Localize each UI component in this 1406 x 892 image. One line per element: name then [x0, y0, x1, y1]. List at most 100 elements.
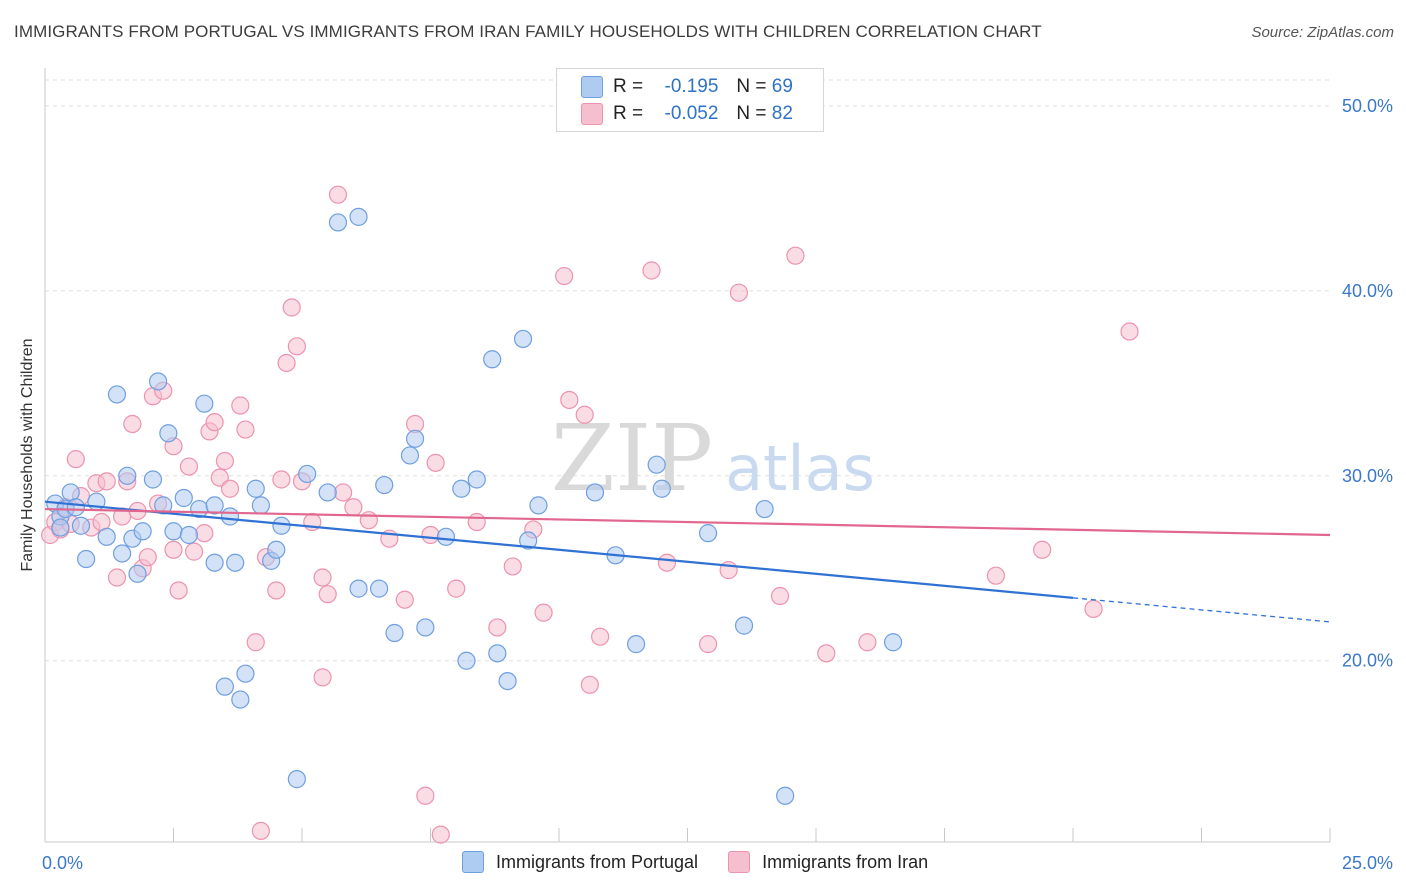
portugal-point [626, 635, 646, 654]
portugal-point [467, 470, 486, 489]
watermark-zip: ZIP [551, 405, 713, 512]
iran-point [287, 337, 306, 356]
portugal-point [143, 470, 163, 489]
iran-point [729, 283, 749, 302]
correlation-legend: R = -0.195 N = 69 R = -0.052 N = 82 [556, 68, 824, 132]
portugal-point [133, 522, 152, 541]
iran-point [184, 542, 204, 561]
portugal-point [154, 496, 173, 515]
iran-point [575, 405, 594, 424]
portugal-point [51, 518, 70, 537]
portugal-point [483, 350, 502, 369]
iran-point [272, 470, 291, 489]
portugal-point [883, 633, 903, 652]
portugal-trend-line [44, 500, 1074, 599]
portugal-point [220, 507, 240, 526]
iran-point [698, 635, 718, 654]
portugal-swatch [581, 76, 603, 98]
iran-point [986, 566, 1006, 585]
portugal-point [349, 579, 368, 598]
iran-point [488, 618, 507, 637]
portugal-point [205, 553, 224, 572]
iran-point [344, 498, 363, 517]
portugal-point [164, 522, 183, 541]
legend-label-iran: Immigrants from Iran [762, 851, 929, 872]
y-tick-label: 50.0% [1342, 96, 1393, 116]
iran-point [277, 353, 296, 373]
portugal-point [71, 516, 91, 535]
x-tick-label: 25.0% [1342, 853, 1393, 873]
series-legend: Immigrants from Portugal Immigrants from… [462, 851, 958, 873]
portugal-point [529, 496, 548, 515]
legend-item-iran: Immigrants from Iran [728, 851, 928, 873]
portugal-point [112, 544, 132, 563]
iran-point [107, 568, 127, 587]
portugal-point [416, 618, 435, 637]
portugal-point [159, 424, 178, 443]
iran-point [447, 579, 466, 598]
portugal-point [375, 475, 394, 495]
portugal-point [698, 524, 718, 543]
portugal-point [128, 564, 147, 583]
iran-point [246, 633, 265, 652]
portugal-point [647, 455, 666, 474]
portugal-point [734, 616, 754, 635]
portugal-point [174, 488, 193, 508]
portugal-point [118, 466, 137, 485]
iran-point [236, 420, 255, 439]
portugal-point [195, 394, 214, 413]
portugal-point [226, 553, 245, 572]
n-label: N = [736, 103, 767, 124]
portugal-point [77, 549, 96, 569]
iran-point [1033, 540, 1052, 559]
iran-point [1084, 599, 1103, 619]
iran-point [164, 540, 183, 559]
iran-point [467, 512, 486, 532]
portugal-trend-extension [1072, 597, 1331, 623]
portugal-point [298, 464, 317, 484]
iran-point [313, 568, 332, 587]
source-label: Source: ZipAtlas.com [1251, 24, 1394, 41]
portugal-point [370, 579, 389, 598]
portugal-point [179, 525, 199, 545]
series-portugal-points [46, 207, 903, 805]
portugal-swatch [462, 851, 484, 873]
portugal-point [287, 770, 306, 789]
n-value: 69 [771, 76, 793, 97]
iran-point [267, 581, 286, 600]
legend-label-portugal: Immigrants from Portugal [496, 851, 699, 872]
portugal-point [436, 527, 456, 546]
portugal-point [652, 479, 671, 498]
portugal-point [97, 527, 116, 546]
portugal-point [251, 496, 270, 515]
portugal-point [66, 498, 85, 517]
chart-title: IMMIGRANTS FROM PORTUGAL VS IMMIGRANTS F… [14, 22, 1042, 41]
iran-point [770, 586, 790, 606]
iran-point [215, 451, 234, 471]
portugal-point [488, 644, 507, 663]
r-label: R = [613, 76, 644, 97]
iran-point [560, 390, 579, 410]
iran-swatch [728, 851, 751, 873]
iran-point [251, 821, 270, 841]
iran-point [555, 266, 574, 286]
iran-trend-line [44, 507, 1331, 537]
axes [44, 68, 1331, 843]
iran-point [426, 453, 445, 472]
portugal-point [405, 429, 425, 448]
legend-item-portugal: Immigrants from Portugal [462, 851, 698, 873]
n-value: 82 [771, 103, 793, 124]
portugal-point [349, 207, 368, 226]
y-tick-label: 30.0% [1342, 466, 1393, 486]
portugal-point [776, 786, 795, 805]
iran-point [123, 414, 142, 434]
portugal-point [452, 479, 471, 498]
iran-swatch [581, 103, 603, 125]
portugal-point [457, 651, 476, 670]
iran-point [231, 396, 250, 415]
iran-point [591, 627, 610, 646]
iran-point [431, 825, 450, 844]
iran-point [858, 633, 877, 652]
y-tick-label: 20.0% [1342, 651, 1393, 671]
r-value: -0.052 [664, 103, 719, 124]
